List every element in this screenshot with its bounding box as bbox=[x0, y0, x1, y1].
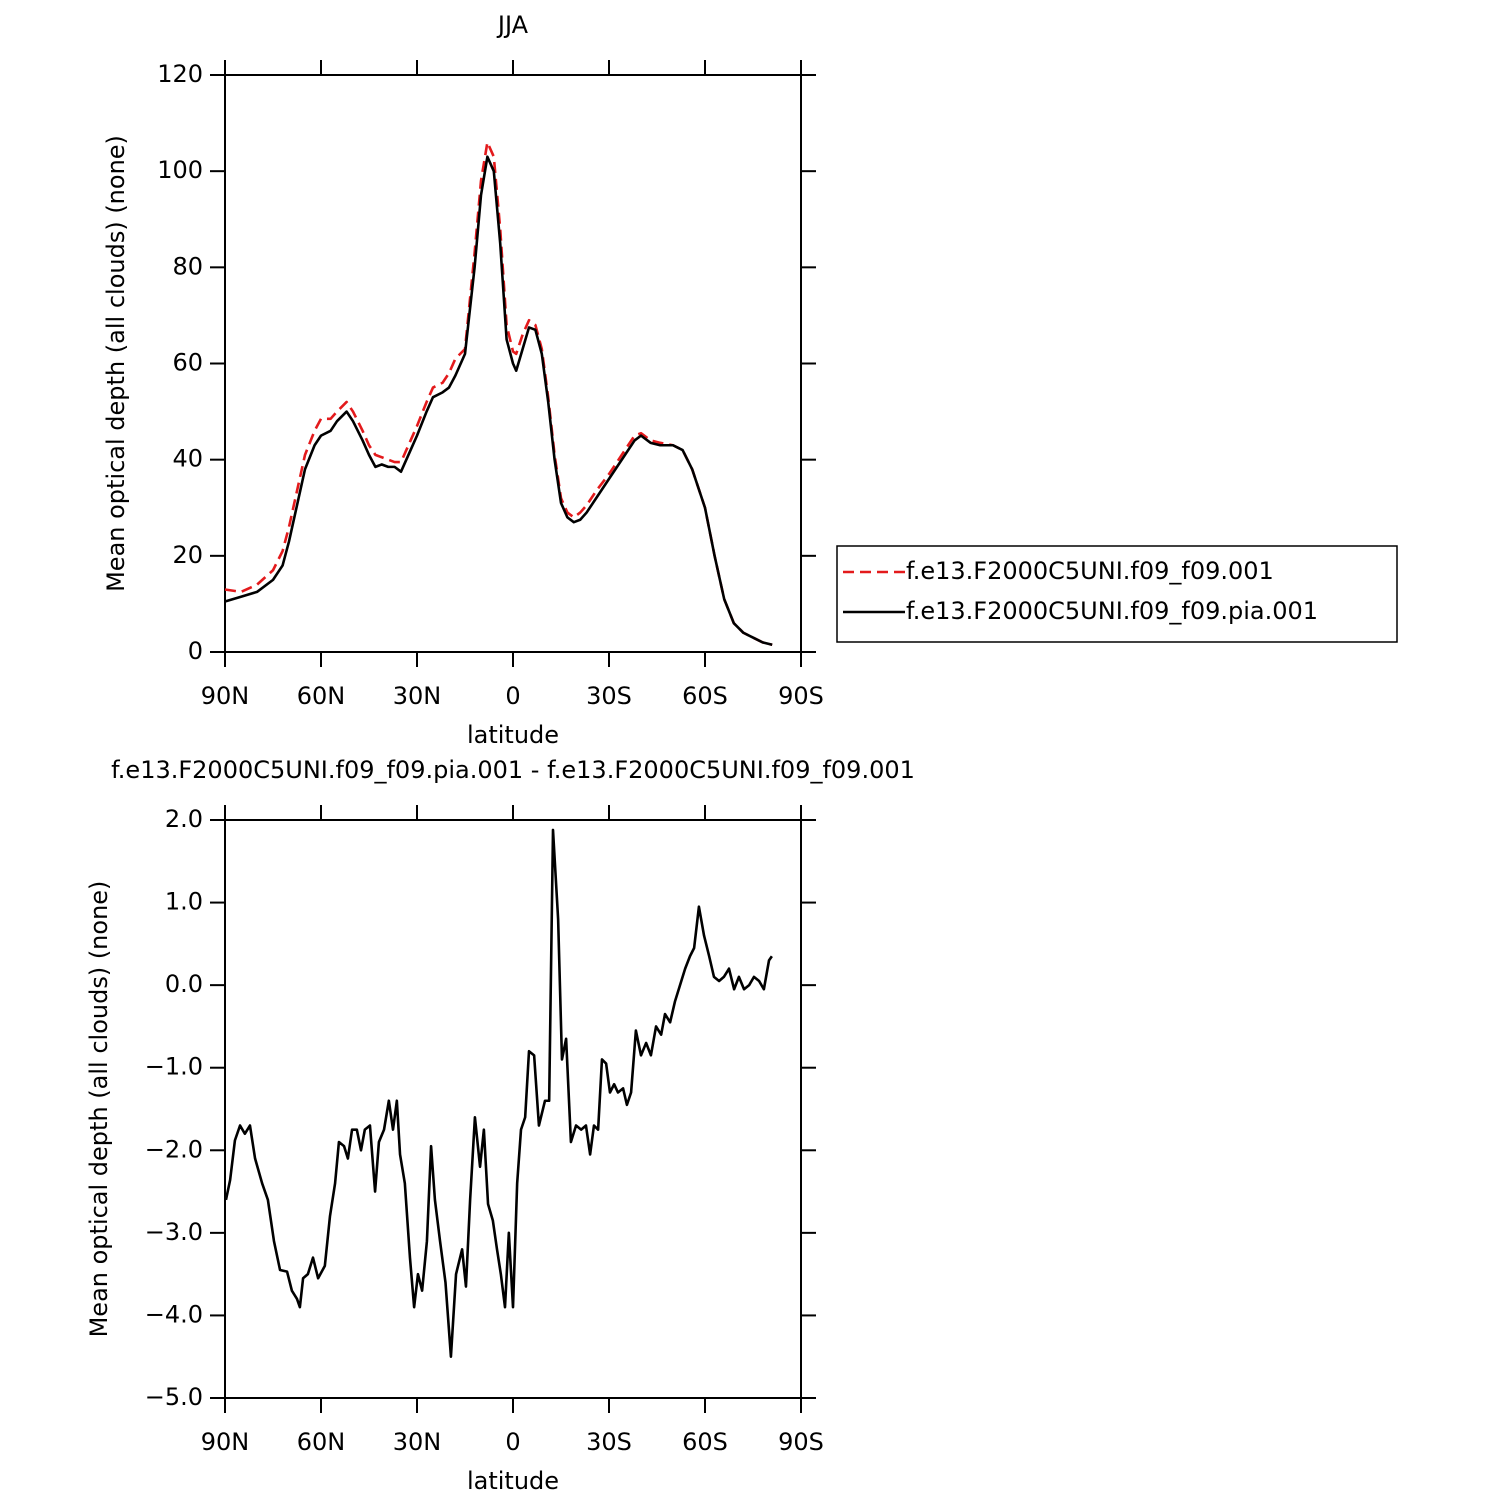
x-tick-label: 30N bbox=[393, 682, 442, 710]
x-tick-label: 60N bbox=[297, 1428, 346, 1456]
y-tick-label: −2.0 bbox=[145, 1135, 203, 1163]
x-tick-label: 90S bbox=[778, 682, 824, 710]
y-tick-label: 60 bbox=[172, 349, 203, 377]
y-tick-label: 100 bbox=[157, 156, 203, 184]
series-line bbox=[224, 828, 773, 1359]
x-axis-label: latitude bbox=[467, 721, 559, 749]
y-axis-label: Mean optical depth (all clouds) (none) bbox=[85, 881, 113, 1338]
legend-label: f.e13.F2000C5UNI.f09_f09.001 bbox=[906, 557, 1274, 585]
y-tick-label: −1.0 bbox=[145, 1053, 203, 1081]
legend-label: f.e13.F2000C5UNI.f09_f09.pia.001 bbox=[906, 597, 1318, 625]
x-tick-label: 30S bbox=[586, 682, 632, 710]
series-line bbox=[224, 155, 773, 647]
x-tick-label: 60N bbox=[297, 682, 346, 710]
y-tick-label: 20 bbox=[172, 541, 203, 569]
x-tick-label: 90N bbox=[201, 682, 250, 710]
y-tick-label: 40 bbox=[172, 445, 203, 473]
x-tick-label: 30S bbox=[586, 1428, 632, 1456]
y-tick-label: 0.0 bbox=[165, 970, 203, 998]
x-tick-label: 30N bbox=[393, 1428, 442, 1456]
plot-frame bbox=[224, 819, 802, 1399]
y-axis-label: Mean optical depth (all clouds) (none) bbox=[102, 135, 130, 592]
y-tick-label: 0 bbox=[188, 637, 203, 665]
y-tick-label: 80 bbox=[172, 252, 203, 280]
x-tick-label: 0 bbox=[505, 1428, 520, 1456]
x-tick-label: 60S bbox=[682, 1428, 728, 1456]
y-tick-label: 1.0 bbox=[165, 888, 203, 916]
series-line bbox=[224, 141, 773, 647]
y-tick-label: −3.0 bbox=[145, 1218, 203, 1246]
y-tick-label: 120 bbox=[157, 60, 203, 88]
x-tick-label: 90N bbox=[201, 1428, 250, 1456]
chart-title: f.e13.F2000C5UNI.f09_f09.pia.001 - f.e13… bbox=[111, 756, 915, 784]
x-tick-label: 90S bbox=[778, 1428, 824, 1456]
y-tick-label: 2.0 bbox=[165, 805, 203, 833]
x-tick-label: 60S bbox=[682, 682, 728, 710]
x-tick-label: 0 bbox=[505, 682, 520, 710]
y-tick-label: −4.0 bbox=[145, 1300, 203, 1328]
legend-box bbox=[836, 545, 1398, 643]
chart-title: JJA bbox=[496, 11, 529, 39]
x-axis-label: latitude bbox=[467, 1467, 559, 1495]
y-tick-label: −5.0 bbox=[145, 1383, 203, 1411]
